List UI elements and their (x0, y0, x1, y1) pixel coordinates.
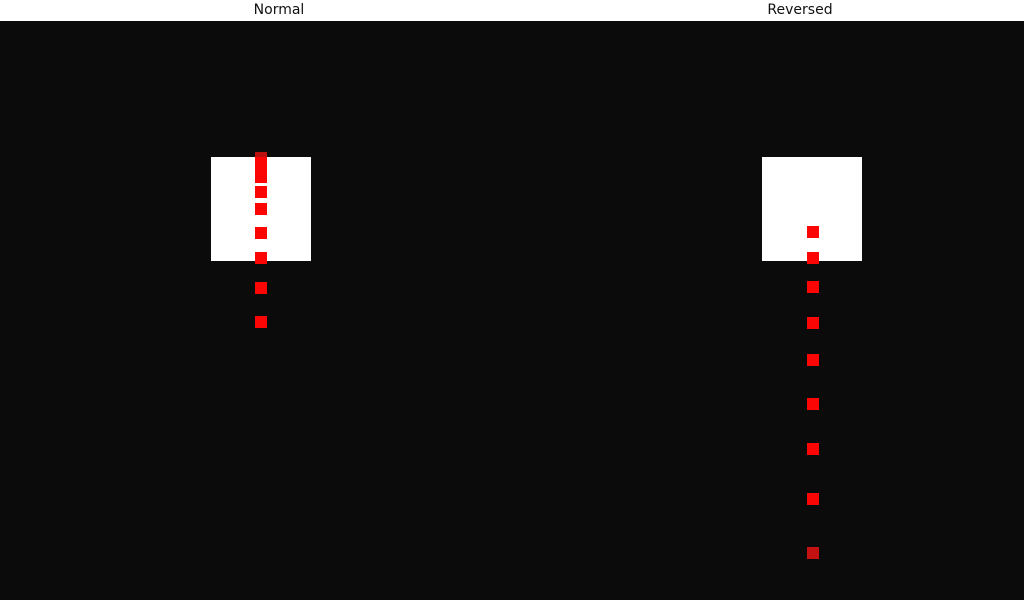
trail-dot (255, 203, 267, 215)
trail-dot (255, 252, 267, 264)
trail-dot (255, 157, 267, 183)
trail-dot (807, 252, 819, 264)
trail-dot (255, 186, 267, 198)
trail-dot (807, 547, 819, 559)
trail-dot (807, 354, 819, 366)
panel-title-reversed: Reversed (767, 2, 833, 18)
trail-dot (807, 226, 819, 238)
white-box-reversed (762, 157, 862, 261)
trail-dot (807, 281, 819, 293)
trail-dot (807, 493, 819, 505)
trail-dot (807, 443, 819, 455)
trail-dot (807, 317, 819, 329)
trail-dot (255, 152, 267, 157)
title-strip: Normal Reversed (0, 0, 1024, 21)
panel-title-normal: Normal (253, 2, 305, 18)
trail-dot (255, 316, 267, 328)
trail-dot (807, 398, 819, 410)
trail-dot (255, 227, 267, 239)
trail-dot (255, 282, 267, 294)
